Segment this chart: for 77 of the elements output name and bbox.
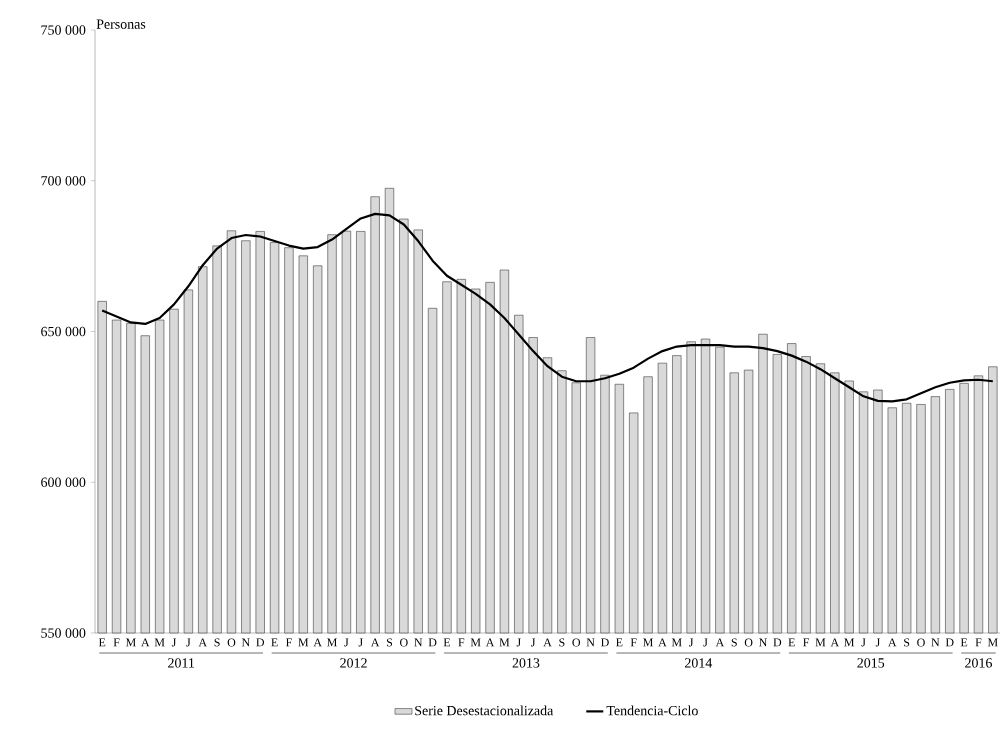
x-tick-label: O <box>917 638 925 647</box>
y-tick-label: 650 000 <box>41 326 86 337</box>
x-tick-label: O <box>400 638 408 647</box>
x-tick-label: J <box>703 638 708 647</box>
x-tick-label: M <box>643 638 654 647</box>
text: 2011 <box>168 658 195 668</box>
x-tick-label: M <box>298 638 309 647</box>
x-tick-label: D <box>773 638 782 647</box>
x-tick-label: E <box>960 638 968 647</box>
x-tick-label: N <box>414 638 423 647</box>
x-tick-label: A <box>543 638 552 647</box>
text: 2015 <box>857 658 885 668</box>
x-tick-label: M <box>327 638 337 647</box>
x-tick-label: F <box>113 638 120 647</box>
x-tick-label: E <box>271 638 278 647</box>
x-tick-label: M <box>844 638 855 647</box>
x-tick-label: E <box>616 638 623 647</box>
x-tick-label: F <box>458 638 465 647</box>
x-tick-label: J <box>186 638 191 647</box>
x-tick-label: D <box>600 638 609 647</box>
x-tick-label: J <box>531 638 536 647</box>
x-tick-label: M <box>470 638 481 647</box>
x-tick-label: M <box>671 638 682 647</box>
text: 2016 <box>965 658 992 668</box>
x-tick-label: D <box>945 638 954 647</box>
text: 2013 <box>512 658 540 668</box>
x-tick-label: E <box>443 638 450 647</box>
x-tick-label: J <box>344 638 349 647</box>
x-tick-label: S <box>559 638 565 647</box>
x-tick-label: A <box>141 638 150 647</box>
legend-label: Tendencia-Ciclo <box>606 705 698 716</box>
x-tick-label: A <box>485 638 495 647</box>
x-tick-label: O <box>744 638 753 647</box>
text: 2012 <box>340 658 367 668</box>
x-tick-label: S <box>731 638 737 647</box>
x-tick-label: D <box>428 638 437 647</box>
x-tick-label: S <box>214 638 220 647</box>
y-tick-label: 700 000 <box>41 176 86 186</box>
x-tick-label: D <box>256 638 265 647</box>
x-tick-label: J <box>516 638 521 647</box>
text: 2014 <box>685 658 713 668</box>
x-tick-label: F <box>803 638 809 647</box>
y-tick-label: 600 000 <box>41 477 86 487</box>
x-tick-label: M <box>154 638 165 647</box>
x-tick-label: J <box>861 638 866 647</box>
x-tick-label: E <box>98 638 106 647</box>
y-tick-label: 550 000 <box>41 628 86 638</box>
x-tick-label: J <box>875 638 880 647</box>
x-tick-label: A <box>715 638 725 647</box>
x-tick-label: O <box>227 638 236 647</box>
x-tick-label: M <box>125 638 136 647</box>
x-tick-label: A <box>658 638 667 647</box>
y-tick-label: 750 000 <box>41 25 86 35</box>
x-tick-label: S <box>904 638 910 647</box>
y-axis-title: Personas <box>96 19 146 29</box>
x-tick-label: M <box>987 638 998 647</box>
x-tick-label: F <box>285 638 292 647</box>
x-tick-label: A <box>370 638 380 647</box>
x-tick-label: N <box>586 638 595 647</box>
x-tick-label: J <box>689 638 694 647</box>
x-tick-label: M <box>499 638 510 647</box>
x-tick-label: J <box>171 638 177 647</box>
x-tick-label: A <box>830 638 840 647</box>
x-tick-label: E <box>788 638 795 647</box>
x-tick-label: A <box>313 638 322 647</box>
x-tick-label: A <box>198 638 207 647</box>
x-tick-label: N <box>759 638 768 647</box>
x-tick-label: N <box>931 638 940 647</box>
x-tick-label: J <box>358 638 363 647</box>
x-tick-label: M <box>815 638 826 647</box>
x-tick-label: S <box>386 638 393 647</box>
x-tick-label: O <box>572 638 581 647</box>
x-tick-label: N <box>241 638 250 647</box>
x-tick-label: F <box>975 638 982 647</box>
legend-label: Serie Desestacionalizada <box>415 705 554 716</box>
x-tick-label: F <box>630 638 637 647</box>
x-tick-label: A <box>888 638 897 647</box>
